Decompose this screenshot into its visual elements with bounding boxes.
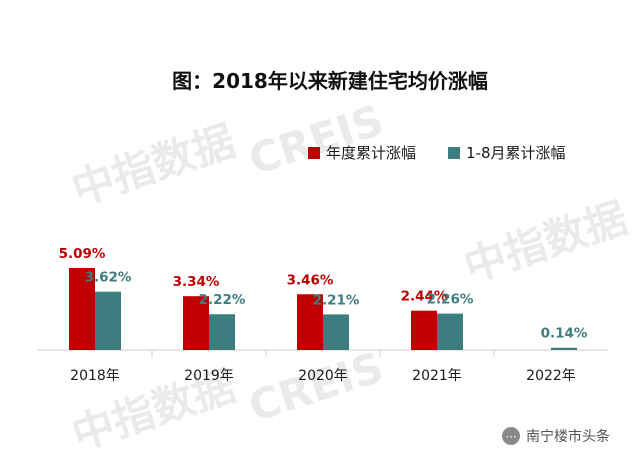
data-label-annual: 2.44% — [401, 289, 448, 305]
data-label-jan-aug: 2.21% — [313, 292, 360, 308]
legend-label-annual: 年度累计涨幅 — [326, 144, 416, 162]
wechat-icon: ⋯ — [502, 427, 520, 445]
bar-jan-aug — [209, 314, 235, 350]
data-label-annual: 5.09% — [59, 246, 106, 262]
data-label-jan-aug: 3.62% — [85, 270, 132, 286]
watermark-text: 中指数据 — [458, 193, 633, 292]
watermark-text: CREIS — [243, 95, 389, 184]
bar-jan-aug — [95, 291, 121, 350]
bar-annual — [183, 296, 209, 350]
data-label-jan-aug: 2.26% — [427, 292, 474, 308]
data-label-jan-aug: 2.22% — [199, 292, 246, 308]
bar-annual — [411, 310, 437, 350]
category-label: 2019年 — [184, 368, 234, 384]
bar-annual — [297, 294, 323, 350]
legend-swatch-jan-aug — [448, 147, 460, 159]
bar-annual — [69, 268, 95, 350]
bar-jan-aug — [323, 314, 349, 350]
bar-jan-aug — [551, 347, 577, 350]
source-badge: ⋯ 南宁楼市头条 — [502, 425, 610, 447]
plot-area: 2018年 5.09% 3.62% 2019年 3.34% 2.22% 2020年 3.46%… — [38, 246, 608, 384]
legend-label-jan-aug: 1-8月累计涨幅 — [466, 144, 566, 162]
category-label: 2021年 — [412, 368, 462, 384]
category-label: 2020年 — [298, 368, 348, 384]
data-label-annual: 3.46% — [287, 272, 334, 288]
source-badge-text: 南宁楼市头条 — [526, 429, 610, 445]
category-label: 2018年 — [70, 368, 120, 384]
watermark-text: CREIS — [243, 342, 389, 431]
legend-swatch-annual — [308, 147, 320, 159]
category-label: 2022年 — [526, 368, 576, 384]
data-label-jan-aug: 0.14% — [541, 326, 588, 342]
bar-jan-aug — [437, 313, 463, 350]
watermark-text: 中指数据 — [66, 116, 241, 215]
data-label-annual: 3.34% — [173, 274, 220, 290]
chart-title: 图：2018年以来新建住宅均价涨幅 — [172, 69, 488, 93]
legend: 年度累计涨幅 1-8月累计涨幅 — [308, 144, 566, 162]
